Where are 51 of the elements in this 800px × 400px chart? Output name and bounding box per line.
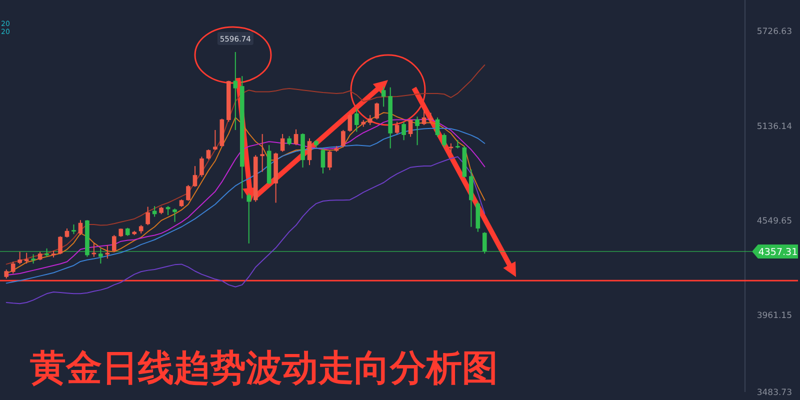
candlestick <box>348 112 352 132</box>
line-series <box>6 156 486 304</box>
candlestick <box>341 130 346 148</box>
candlestick <box>10 261 16 274</box>
candlestick <box>146 206 150 226</box>
line-series <box>6 64 486 265</box>
candlestick <box>233 52 238 131</box>
candlestick <box>381 86 386 108</box>
candlestick <box>246 192 252 244</box>
candlestick <box>18 251 22 265</box>
candlestick <box>368 114 372 126</box>
candlestick <box>78 220 83 236</box>
candlestick <box>422 110 426 126</box>
candlestick <box>294 128 298 146</box>
candlestick <box>435 116 440 138</box>
candlestick <box>442 132 446 148</box>
candlestick <box>72 224 76 235</box>
y-tick-label: 5136.14 <box>756 122 792 132</box>
text: 黄金日线趋势波动走向分析图 <box>30 347 498 389</box>
candlestick <box>213 130 218 151</box>
y-tick-label: 3961.15 <box>756 311 792 322</box>
candlestick <box>307 138 312 166</box>
candlestick <box>260 134 265 172</box>
candlestick <box>31 254 36 264</box>
candlestick <box>192 166 198 188</box>
candlestick <box>394 121 400 135</box>
candlestick <box>112 234 116 252</box>
y-tick-label: 5726.63 <box>756 27 792 38</box>
y-tick-label: 4549.65 <box>756 216 792 226</box>
candlestick <box>320 148 326 174</box>
candlestick <box>354 108 359 132</box>
ref-line-label: 4357.31 <box>758 246 798 258</box>
candlestick <box>64 228 70 238</box>
candlestick <box>402 121 406 141</box>
candlestick <box>280 134 285 152</box>
candlestick <box>408 118 413 138</box>
candlestick <box>415 116 420 146</box>
candlestick <box>58 236 62 255</box>
candlestick <box>428 112 433 124</box>
candlestick <box>206 148 211 160</box>
candlestick <box>200 156 204 178</box>
y-tick-label: 3483.73 <box>756 388 792 398</box>
candlestick <box>186 184 190 202</box>
candlestick <box>374 102 380 120</box>
candlestick <box>448 142 454 154</box>
candlestick <box>24 252 29 264</box>
candlestick <box>4 269 9 280</box>
candlestick <box>287 136 292 146</box>
candlestick <box>172 208 177 222</box>
candlestick <box>328 150 332 171</box>
candlestick <box>469 168 474 228</box>
